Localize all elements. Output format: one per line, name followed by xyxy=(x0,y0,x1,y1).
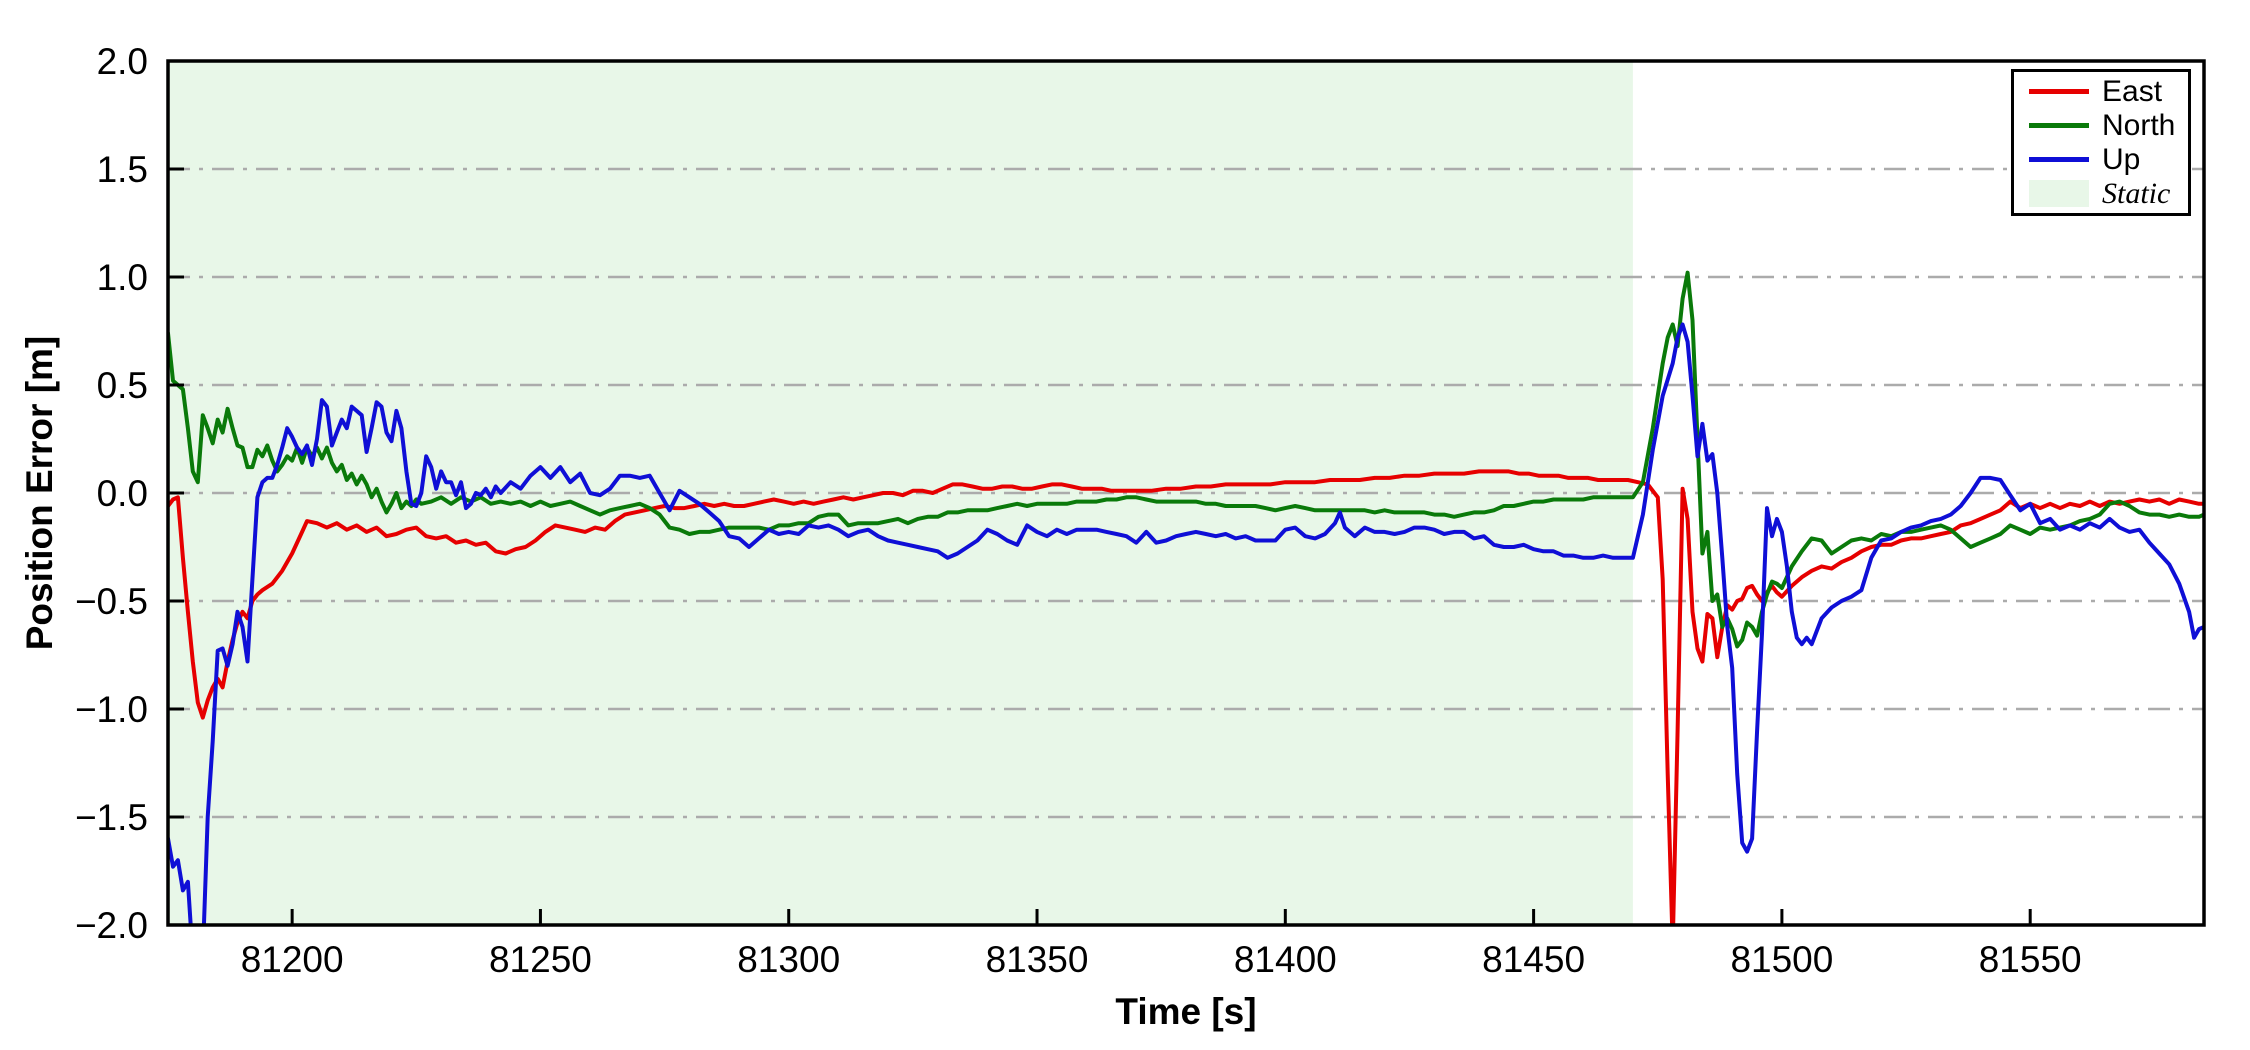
legend-label-static: Static xyxy=(2102,176,2171,210)
legend-entry-up: Up xyxy=(2029,144,2188,175)
y-tick-label: 2.0 xyxy=(97,41,148,82)
y-tick-label: 1.0 xyxy=(97,257,148,298)
legend-label-north: North xyxy=(2102,108,2176,142)
x-tick-label: 81250 xyxy=(489,939,592,980)
x-tick-label: 81550 xyxy=(1979,939,2082,980)
x-tick-label: 81400 xyxy=(1234,939,1337,980)
static-region-swatch xyxy=(2029,180,2089,207)
y-tick-label: −2.0 xyxy=(75,905,148,946)
y-tick-label: −1.5 xyxy=(75,797,148,838)
x-tick-label: 81450 xyxy=(1482,939,1585,980)
y-tick-label: 0.5 xyxy=(97,365,148,406)
north-line-swatch xyxy=(2029,123,2089,128)
x-tick-label: 81300 xyxy=(737,939,840,980)
x-tick-label: 81350 xyxy=(986,939,1089,980)
legend-entry-static: Static xyxy=(2029,178,2188,209)
y-tick-label: −0.5 xyxy=(75,581,148,622)
east-line-swatch xyxy=(2029,89,2089,94)
legend-label-up: Up xyxy=(2102,142,2141,176)
legend-label-east: East xyxy=(2102,74,2163,108)
y-axis-label: Position Error [m] xyxy=(19,336,60,651)
east-line xyxy=(168,469,2204,925)
y-tick-label: 0.0 xyxy=(97,473,148,514)
legend: East North Up Static xyxy=(2011,69,2191,216)
legend-entry-north: North xyxy=(2029,110,2188,141)
x-axis-label: Time [s] xyxy=(1115,991,1256,1032)
y-tick-label: 1.5 xyxy=(97,149,148,190)
up-line-swatch xyxy=(2029,157,2089,162)
x-tick-label: 81200 xyxy=(241,939,344,980)
up-line xyxy=(168,322,2204,925)
y-tick-label: −1.0 xyxy=(75,689,148,730)
legend-entry-east: East xyxy=(2029,76,2188,107)
x-tick-label: 81500 xyxy=(1730,939,1833,980)
north-line xyxy=(168,270,2204,649)
